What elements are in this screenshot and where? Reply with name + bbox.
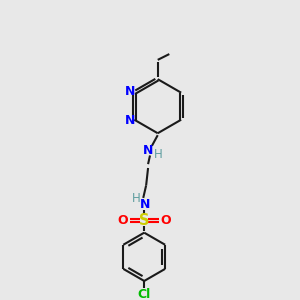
Text: H: H xyxy=(132,192,141,206)
Text: H: H xyxy=(154,148,163,161)
Text: N: N xyxy=(143,144,153,157)
Text: S: S xyxy=(139,213,149,228)
Text: N: N xyxy=(125,114,136,127)
Text: O: O xyxy=(118,214,128,226)
Text: N: N xyxy=(125,85,136,98)
Text: N: N xyxy=(140,198,150,211)
Text: Cl: Cl xyxy=(138,288,151,300)
Text: O: O xyxy=(160,214,171,226)
